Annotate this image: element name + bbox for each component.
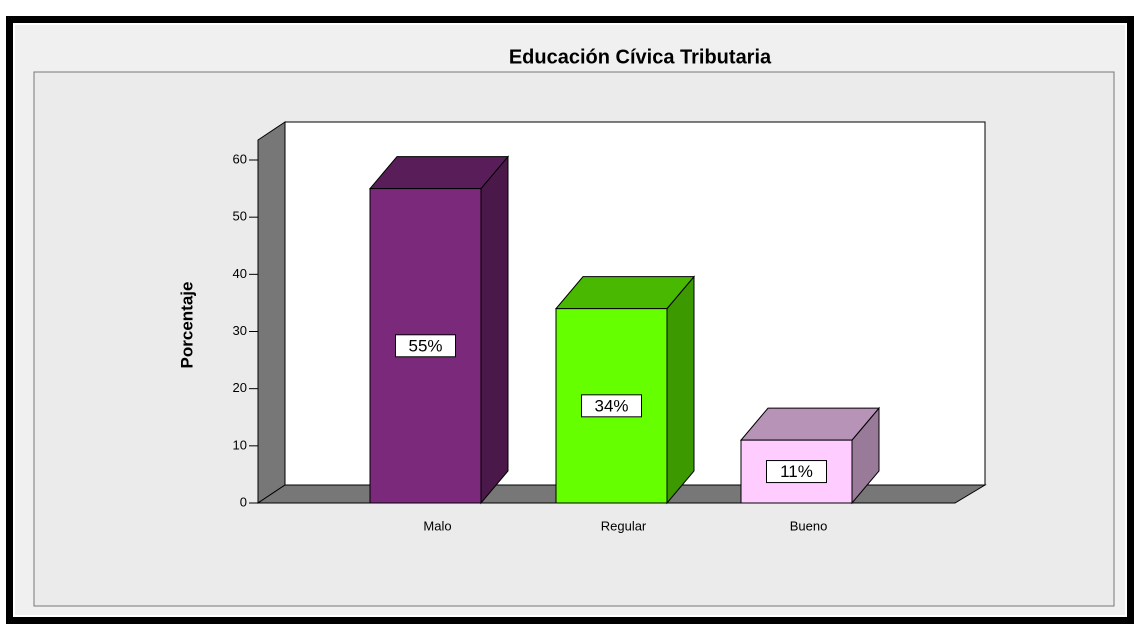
value-label-box xyxy=(766,460,827,484)
x-tick-label: Bueno xyxy=(790,518,828,533)
y-axis-label: Porcentaje xyxy=(177,282,196,369)
y-tick-label: 0 xyxy=(240,494,247,509)
value-label: 34% xyxy=(594,396,628,415)
value-label-box xyxy=(581,394,642,418)
chart-title: Educación Cívica Tributaria xyxy=(509,46,772,68)
bar-side xyxy=(666,275,695,505)
y-tick-label: 40 xyxy=(233,266,247,281)
side-wall xyxy=(257,121,286,504)
y-tick-label: 30 xyxy=(233,323,247,338)
value-label: 11% xyxy=(780,462,813,481)
x-tick-label: Malo xyxy=(423,518,451,533)
y-tick-label: 20 xyxy=(233,380,247,395)
x-tick-label: Regular xyxy=(601,518,647,533)
bar-side xyxy=(480,155,509,505)
value-label-box xyxy=(395,334,456,358)
y-tick-label: 10 xyxy=(233,437,247,452)
y-tick-label: 60 xyxy=(233,151,247,166)
y-tick-label: 50 xyxy=(233,209,247,224)
value-label: 55% xyxy=(408,336,442,355)
